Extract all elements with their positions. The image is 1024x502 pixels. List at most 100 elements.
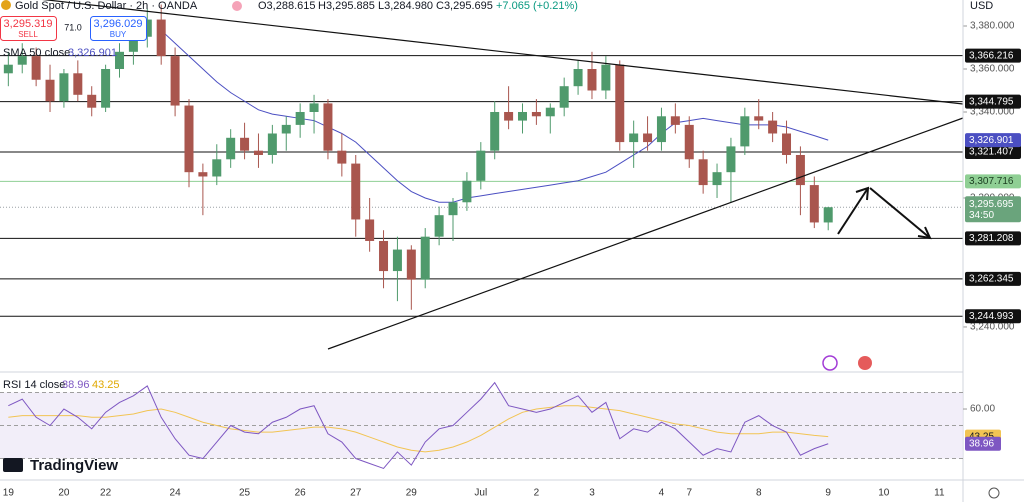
change: +7.065 (+0.21%) bbox=[496, 0, 578, 12]
candle-body bbox=[226, 137, 236, 160]
candle-body bbox=[726, 146, 736, 173]
candle-body bbox=[670, 116, 680, 125]
sell-button[interactable] bbox=[0, 16, 57, 41]
buy-button[interactable] bbox=[90, 16, 147, 41]
level-label: 3,281.208 bbox=[969, 233, 1014, 244]
candle-body bbox=[115, 51, 125, 70]
candle-body bbox=[281, 124, 291, 134]
buy-price: 3,296.029 bbox=[94, 18, 143, 30]
candle-body bbox=[698, 159, 708, 186]
sma-legend: SMA 50 close bbox=[3, 47, 70, 59]
candle-body bbox=[59, 73, 69, 102]
level-label: 3,307.716 bbox=[969, 176, 1014, 187]
candle-body bbox=[17, 56, 27, 65]
candle-body bbox=[73, 73, 83, 95]
y-tick-label: 60.00 bbox=[970, 404, 995, 415]
candle-body bbox=[170, 56, 180, 106]
currency: USD bbox=[970, 0, 993, 12]
x-tick-label: 19 bbox=[3, 488, 15, 499]
candle-body bbox=[712, 172, 722, 186]
buy-label: BUY bbox=[110, 30, 127, 39]
x-tick-label: 29 bbox=[406, 488, 418, 499]
x-tick-label: 4 bbox=[659, 488, 665, 499]
symbol-icon bbox=[1, 0, 11, 10]
level-label-box bbox=[965, 144, 1021, 159]
y-tick-label: 3,340.000 bbox=[970, 107, 1015, 118]
candle-body bbox=[87, 94, 97, 108]
rsi-legend-value: 38.96 bbox=[62, 379, 90, 391]
candle-body bbox=[253, 150, 263, 155]
level-label-box bbox=[965, 271, 1021, 286]
y-tick-label: 3,380.000 bbox=[970, 21, 1015, 32]
candle-body bbox=[45, 79, 55, 102]
sma-legend-value: 3,326.901 bbox=[68, 47, 117, 59]
candle-body bbox=[629, 133, 639, 143]
candle-body bbox=[823, 207, 833, 223]
level-label-box bbox=[965, 48, 1021, 63]
candle-body bbox=[267, 133, 277, 155]
candle-body bbox=[740, 116, 750, 147]
candle-body bbox=[809, 185, 819, 223]
rsi-band bbox=[0, 392, 963, 459]
candle-body bbox=[128, 36, 138, 52]
rsi-ma-line bbox=[8, 405, 829, 453]
sma-line bbox=[160, 29, 829, 203]
rsi-ma-legend-value: 43.25 bbox=[92, 379, 120, 391]
candle-body bbox=[240, 137, 250, 151]
settings-icon[interactable] bbox=[988, 487, 1000, 499]
x-tick-label: 8 bbox=[756, 488, 762, 499]
candle-body bbox=[406, 249, 416, 280]
price-pane bbox=[0, 4, 967, 328]
candle-body bbox=[795, 154, 805, 186]
candle-body bbox=[212, 159, 222, 177]
x-tick-label: 24 bbox=[170, 488, 182, 499]
candle-body bbox=[142, 19, 152, 37]
candle-body bbox=[490, 111, 500, 151]
candle-body bbox=[434, 215, 444, 237]
level-label-box bbox=[965, 94, 1021, 109]
candle-body bbox=[3, 64, 13, 74]
x-tick-label: 3 bbox=[589, 488, 595, 499]
countdown: 34:50 bbox=[969, 210, 994, 221]
spread: 71.0 bbox=[64, 22, 82, 32]
level-label-box bbox=[965, 231, 1021, 246]
rsi-line bbox=[8, 381, 829, 470]
event-icon[interactable] bbox=[822, 355, 838, 371]
rsi-label: 38.96 bbox=[969, 438, 994, 449]
ohlc-close: C3,295.695 bbox=[436, 0, 493, 12]
sma-label: 3,326.901 bbox=[969, 135, 1014, 146]
rsi-label-box bbox=[965, 436, 1001, 451]
level-label: 3,262.345 bbox=[969, 274, 1014, 285]
candle-body bbox=[476, 150, 486, 181]
candle-body bbox=[587, 69, 597, 91]
logo-mark bbox=[3, 458, 23, 472]
candle-body bbox=[448, 202, 458, 216]
x-tick-label: 27 bbox=[350, 488, 362, 499]
x-tick-label: 2 bbox=[534, 488, 540, 499]
candle-body bbox=[782, 133, 792, 155]
symbol-title: Gold Spot / U.S. Dollar · 2h · OANDA bbox=[15, 0, 198, 12]
level-label: 3,244.993 bbox=[969, 311, 1014, 322]
rsi-legend: RSI 14 close bbox=[3, 379, 65, 391]
x-tick-label: 10 bbox=[878, 488, 890, 499]
candle-body bbox=[754, 116, 764, 121]
candle-body bbox=[101, 69, 111, 108]
candle-body bbox=[365, 219, 375, 241]
flag-event-icon[interactable] bbox=[858, 356, 872, 370]
x-tick-label: Jul bbox=[474, 488, 487, 499]
sell-label: SELL bbox=[18, 30, 38, 39]
y-tick-label: 3,240.000 bbox=[970, 322, 1015, 333]
candle-body bbox=[643, 133, 653, 143]
candle-body bbox=[379, 240, 389, 272]
x-tick-label: 26 bbox=[295, 488, 307, 499]
level-label: 3,321.407 bbox=[969, 147, 1014, 158]
x-tick-label: 22 bbox=[100, 488, 112, 499]
candle-body bbox=[156, 19, 166, 57]
resistance-trendline bbox=[42, 0, 964, 105]
level-label: 3,344.795 bbox=[969, 96, 1014, 107]
candle-body bbox=[545, 107, 555, 117]
ohlc-low: L3,284.980 bbox=[378, 0, 433, 12]
ohlc-open: O3,288.615 bbox=[258, 0, 316, 12]
